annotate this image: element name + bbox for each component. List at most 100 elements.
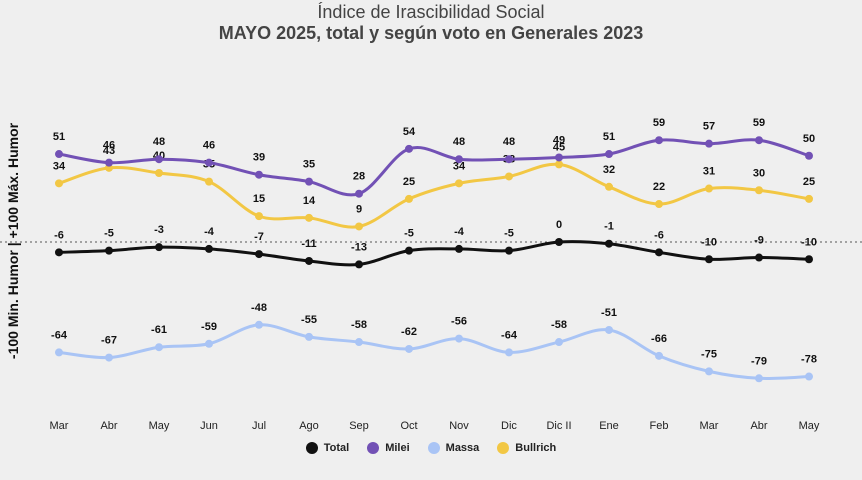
data-point-milei [805,151,813,160]
series-line-bullrich [57,162,811,229]
legend-swatch-bullrich [497,442,510,454]
data-point-massa [205,339,213,348]
x-tick-label: Mar [50,420,69,432]
data-label-massa: -79 [751,355,767,367]
data-point-massa [605,325,613,334]
x-tick-label: Ago [299,420,319,432]
data-point-massa [405,344,413,353]
data-label-total: -5 [504,228,514,240]
data-point-bullrich [505,172,513,181]
chart-title: Índice de Irascibilidad Social [317,2,545,22]
data-label-total: -10 [801,236,817,248]
x-tick-label: May [799,420,820,432]
data-label-bullrich: 15 [253,193,265,205]
data-label-massa: -78 [801,354,817,366]
data-label-massa: -62 [401,326,417,338]
data-point-bullrich [355,222,363,231]
x-tick-label: Oct [400,420,417,432]
data-point-total [455,244,463,253]
data-label-massa: -64 [51,329,68,341]
data-point-bullrich [655,200,663,209]
data-label-bullrich: 34 [453,160,466,172]
data-label-total: -6 [654,229,664,241]
data-point-bullrich [155,169,163,177]
data-point-milei [755,136,763,145]
data-point-milei [605,150,613,159]
legend-label-total: Total [323,442,350,454]
series-line-total [57,240,811,267]
data-point-bullrich [455,179,463,188]
data-point-milei [405,144,413,153]
data-label-bullrich: 31 [703,166,715,178]
data-point-massa [55,348,63,357]
legend-item-bullrich: Bullrich [497,442,556,454]
data-label-bullrich: 32 [603,164,615,176]
data-point-massa [505,348,513,357]
data-point-total [355,260,363,269]
x-tick-label: May [149,420,170,432]
data-label-total: 0 [556,219,562,231]
series-bullrich: 3443403515149253438453222313025 [53,141,815,231]
data-label-massa: -61 [151,324,167,336]
series-total: -6 -5 -3 -4 -7 -11 -13 -5 -4 -5 0 -1 -6 -10 -9 -10 [54,219,817,269]
legend-swatch-massa [427,442,440,454]
x-tick-label: Mar [700,420,719,432]
data-point-massa [705,367,713,376]
data-point-bullrich [755,186,763,195]
data-label-total: -13 [351,241,367,253]
data-point-massa [555,338,563,347]
x-tick-label: Dic II [546,420,571,432]
legend-item-total: Total [305,442,350,454]
data-label-milei: 48 [453,136,465,148]
data-point-total [405,246,413,255]
data-label-milei: 46 [203,140,215,152]
data-label-massa: -55 [301,314,317,326]
data-label-total: -9 [754,235,764,247]
data-point-total [105,246,113,255]
data-point-massa [805,372,813,381]
data-point-total [155,243,163,252]
data-point-bullrich [55,179,63,188]
data-point-total [255,250,263,259]
data-point-bullrich [255,212,263,221]
legend-item-massa: Massa [427,442,479,454]
data-label-massa: -58 [551,319,567,331]
legend-swatch-total [305,442,318,454]
data-point-massa [155,343,163,352]
data-point-total [205,244,213,253]
data-point-milei [355,189,363,198]
data-point-milei [705,139,713,148]
data-label-total: -1 [604,221,614,233]
data-point-total [705,255,713,264]
data-label-massa: -66 [651,333,667,345]
data-label-massa: -75 [701,348,717,360]
data-label-total: -5 [104,228,114,240]
data-label-total: -4 [204,226,215,238]
data-point-massa [255,320,263,329]
data-point-total [755,253,763,262]
data-label-massa: -59 [201,321,217,333]
data-point-total [605,239,613,248]
data-label-milei: 50 [803,133,815,145]
x-tick-label: Jun [200,420,218,432]
data-point-milei [455,155,463,164]
data-label-milei: 51 [603,131,615,143]
data-label-massa: -67 [101,335,117,347]
data-point-total [655,248,663,257]
data-label-bullrich: 25 [803,176,815,188]
data-point-total [55,248,63,257]
data-label-milei: 48 [503,136,515,148]
data-point-bullrich [405,194,413,203]
data-point-total [555,238,563,246]
data-point-total [305,256,313,265]
data-label-bullrich: 43 [103,145,115,157]
data-point-total [505,246,513,255]
data-point-bullrich [305,213,313,222]
x-tick-label: Dic [501,420,517,432]
data-point-massa [305,332,313,341]
data-point-milei [55,150,63,159]
data-point-milei [205,158,213,167]
data-point-bullrich [555,160,563,169]
x-tick-label: Nov [449,420,469,432]
data-label-bullrich: 45 [553,141,565,153]
